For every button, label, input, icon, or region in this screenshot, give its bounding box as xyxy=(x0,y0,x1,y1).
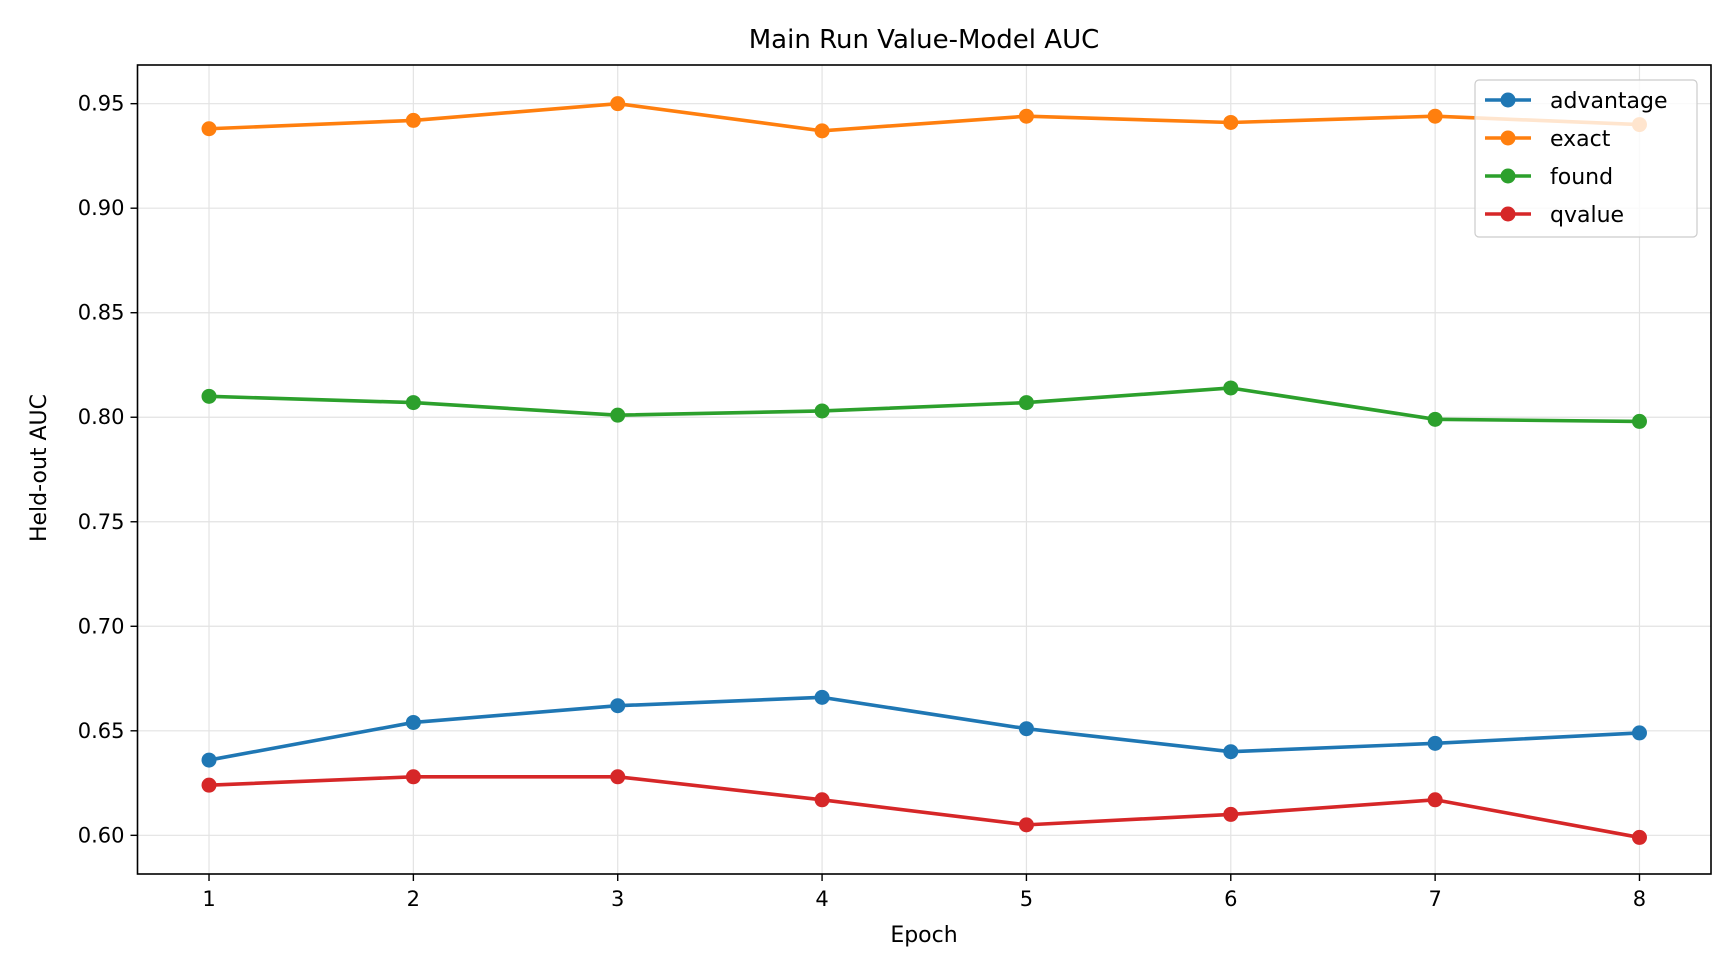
data-point-advantage xyxy=(201,752,217,768)
legend-marker-found xyxy=(1500,168,1516,184)
x-tick-label: 1 xyxy=(202,887,215,911)
data-point-exact xyxy=(1018,108,1034,124)
y-tick-label: 0.95 xyxy=(78,92,125,116)
x-axis-label: Epoch xyxy=(890,923,957,948)
chart-title: Main Run Value-Model AUC xyxy=(749,25,1100,55)
data-point-found xyxy=(201,388,217,404)
series-line-advantage xyxy=(208,695,1640,762)
y-tick-label: 0.90 xyxy=(78,196,125,220)
legend-box xyxy=(1474,79,1698,238)
y-tick-label: 0.85 xyxy=(78,301,125,325)
plot-frame xyxy=(136,64,1712,875)
x-tick-label: 8 xyxy=(1633,887,1646,911)
data-point-qvalue xyxy=(1223,806,1239,822)
legend-label-qvalue: qvalue xyxy=(1550,203,1624,228)
legend-marker-exact xyxy=(1500,130,1516,146)
data-point-advantage xyxy=(1631,725,1647,741)
data-point-found xyxy=(814,403,830,419)
x-tick-label: 5 xyxy=(1020,887,1033,911)
data-point-advantage xyxy=(610,698,626,714)
data-point-found xyxy=(1223,380,1239,396)
x-tick-label: 4 xyxy=(815,887,828,911)
series-line-exact xyxy=(208,101,1640,133)
data-point-advantage xyxy=(1427,735,1443,751)
data-point-advantage xyxy=(405,714,421,730)
data-point-qvalue xyxy=(1018,817,1034,833)
legend-label-exact: exact xyxy=(1550,127,1611,152)
data-point-found xyxy=(1018,395,1034,411)
data-point-found xyxy=(1427,411,1443,427)
x-tick-label: 2 xyxy=(407,887,420,911)
x-tick-label: 7 xyxy=(1428,887,1441,911)
data-point-found xyxy=(1631,413,1647,429)
y-tick-label: 0.75 xyxy=(78,510,125,534)
data-point-found xyxy=(405,395,421,411)
series-line-found xyxy=(208,386,1640,424)
y-axis-label: Held-out AUC xyxy=(27,394,52,542)
data-point-exact xyxy=(1223,114,1239,130)
series-line-qvalue xyxy=(208,774,1640,840)
data-point-exact xyxy=(610,96,626,112)
legend-label-advantage: advantage xyxy=(1550,89,1668,114)
y-tick-label: 0.80 xyxy=(78,405,125,429)
data-point-exact xyxy=(1427,108,1443,124)
data-point-qvalue xyxy=(405,769,421,785)
legend: advantage exact found qvalue xyxy=(1474,79,1698,238)
data-point-exact xyxy=(201,121,217,137)
series-lines xyxy=(201,96,1647,845)
data-point-exact xyxy=(814,123,830,139)
data-point-qvalue xyxy=(814,792,830,808)
legend-marker-advantage xyxy=(1500,92,1516,108)
grid xyxy=(137,65,1711,874)
data-point-qvalue xyxy=(1631,829,1647,845)
data-point-qvalue xyxy=(1427,792,1443,808)
data-point-advantage xyxy=(1223,744,1239,760)
data-point-advantage xyxy=(814,689,830,705)
legend-label-found: found xyxy=(1550,165,1613,190)
y-tick-label: 0.65 xyxy=(78,719,125,743)
y-tick-label: 0.70 xyxy=(78,614,125,638)
data-point-qvalue xyxy=(610,769,626,785)
legend-marker-qvalue xyxy=(1500,206,1516,222)
axis-ticks: 1 2 3 4 5 6 7 8 0.60 0.65 0.70 0.75 0.80 0.85 0.90 0.95 xyxy=(78,92,1646,911)
data-point-qvalue xyxy=(201,777,217,793)
x-tick-label: 6 xyxy=(1224,887,1237,911)
data-point-exact xyxy=(405,112,421,128)
y-tick-label: 0.60 xyxy=(78,823,125,847)
data-point-found xyxy=(610,407,626,423)
x-tick-label: 3 xyxy=(611,887,624,911)
data-point-advantage xyxy=(1018,721,1034,737)
